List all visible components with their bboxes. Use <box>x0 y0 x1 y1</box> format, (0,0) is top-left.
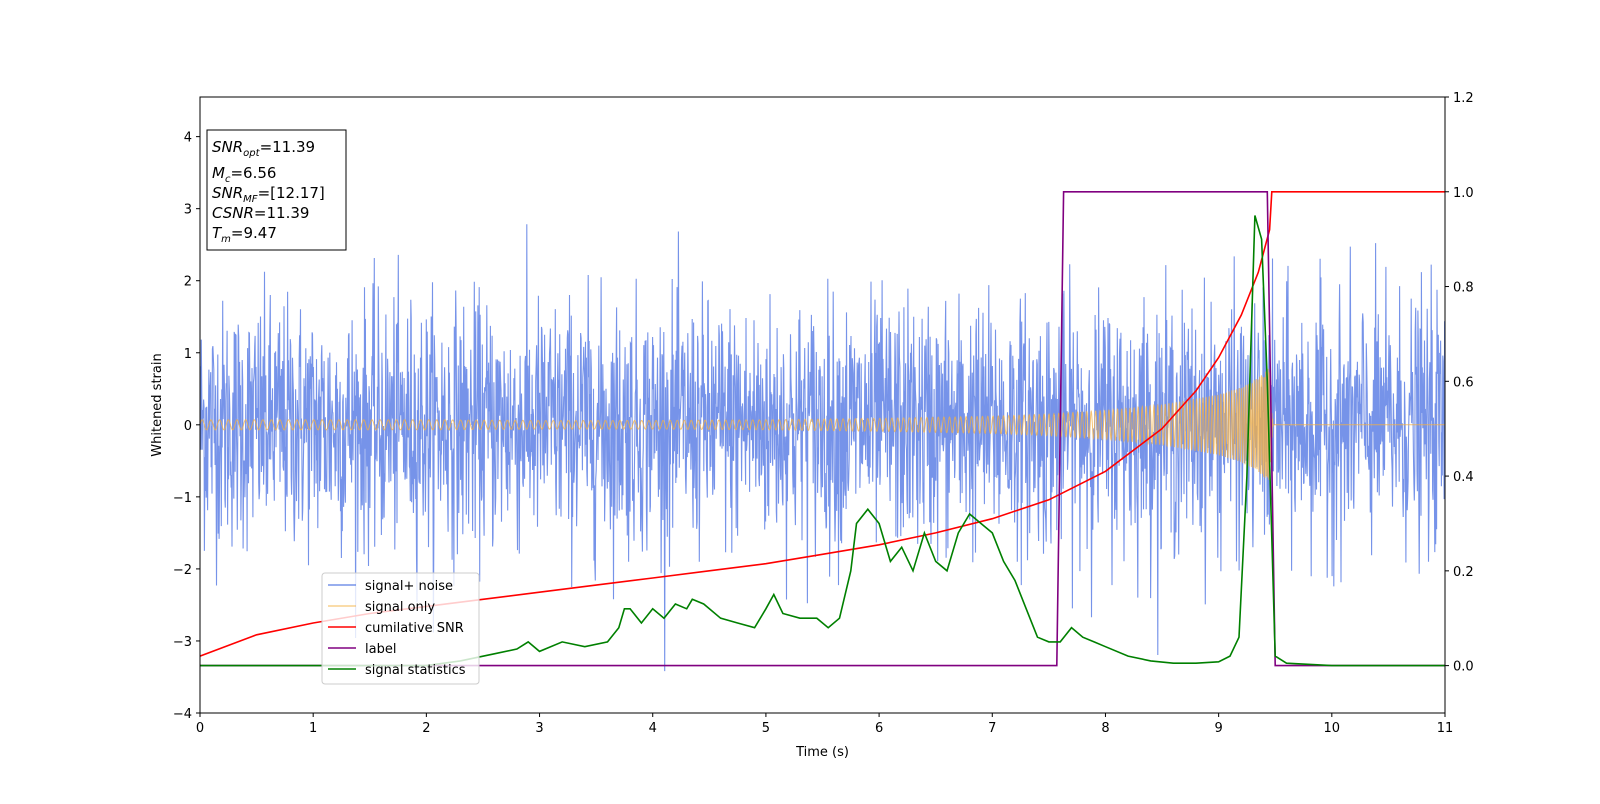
legend-label: signal+ noise <box>365 579 453 594</box>
y-left-tick-label: 2 <box>184 275 192 290</box>
annotation-line: SNRopt=11.39 <box>212 138 315 159</box>
annotation-line: Mc=6.56 <box>212 164 276 185</box>
legend-label: label <box>365 642 396 657</box>
legend-frame <box>321 572 480 685</box>
legend-label: signal only <box>365 600 435 615</box>
x-tick-label: 2 <box>422 721 430 736</box>
y-axis-left-ticks: −4 −3 −2 −1 0 1 2 3 4 <box>173 131 200 722</box>
y-right-tick-label: 1.2 <box>1453 91 1474 106</box>
x-tick-label: 1 <box>309 721 317 736</box>
y-left-tick-label: −4 <box>173 707 192 722</box>
x-tick-label: 4 <box>649 721 657 736</box>
y-left-tick-label: 3 <box>184 203 192 218</box>
x-tick-label: 11 <box>1437 721 1454 736</box>
y-left-tick-label: 0 <box>184 419 192 434</box>
y-right-tick-label: 0.8 <box>1453 281 1474 296</box>
y-axis-label: Whitened strain <box>150 353 165 456</box>
signal-plus-noise-line <box>200 224 1445 672</box>
x-tick-label: 7 <box>988 721 996 736</box>
metrics-annotation-box: SNRopt=11.39 Mc=6.56SNRMF=[12.17]CSNR=11.… <box>206 129 347 251</box>
y-right-tick-label: 0.0 <box>1453 660 1474 675</box>
x-tick-label: 3 <box>535 721 543 736</box>
annotation-line: CSNR=11.39 <box>212 204 309 222</box>
signal-plus-noise-trace <box>200 224 1445 672</box>
x-tick-label: 5 <box>762 721 770 736</box>
y-axis-right-ticks: 0.0 0.2 0.4 0.6 0.8 1.0 1.2 <box>1445 91 1474 675</box>
x-tick-label: 8 <box>1101 721 1109 736</box>
x-tick-label: 0 <box>196 721 204 736</box>
x-tick-label: 10 <box>1324 721 1341 736</box>
x-axis-ticks: 0 1 2 3 4 5 6 7 8 9 10 11 <box>196 713 1453 736</box>
y-left-tick-label: 4 <box>184 131 192 146</box>
annotation-line: Tm=9.47 <box>212 224 277 245</box>
plot-frame <box>199 96 1446 714</box>
y-right-tick-label: 0.6 <box>1453 375 1474 390</box>
x-tick-label: 6 <box>875 721 883 736</box>
x-axis-label: Time (s) <box>795 745 849 760</box>
legend-label: cumilative SNR <box>365 621 464 636</box>
legend: signal+ noise signal only cumilative SNR la… <box>321 572 480 685</box>
label-line <box>200 191 1445 667</box>
annotation-line: SNRMF=[12.17] <box>212 184 325 205</box>
annotation-frame <box>206 129 347 251</box>
y-left-tick-label: −1 <box>173 491 192 506</box>
x-tick-label: 9 <box>1214 721 1222 736</box>
y-left-tick-label: −3 <box>173 635 192 650</box>
y-right-tick-label: 0.2 <box>1453 565 1474 580</box>
signal-statistics-line <box>200 215 1445 667</box>
legend-label: signal statistics <box>365 663 466 678</box>
signal-only-trace <box>200 368 1445 480</box>
signal-only-line <box>200 368 1445 480</box>
y-right-tick-label: 1.0 <box>1453 186 1474 201</box>
y-right-tick-label: 0.4 <box>1453 470 1474 485</box>
y-left-tick-label: −2 <box>173 563 192 578</box>
y-left-tick-label: 1 <box>184 347 192 362</box>
